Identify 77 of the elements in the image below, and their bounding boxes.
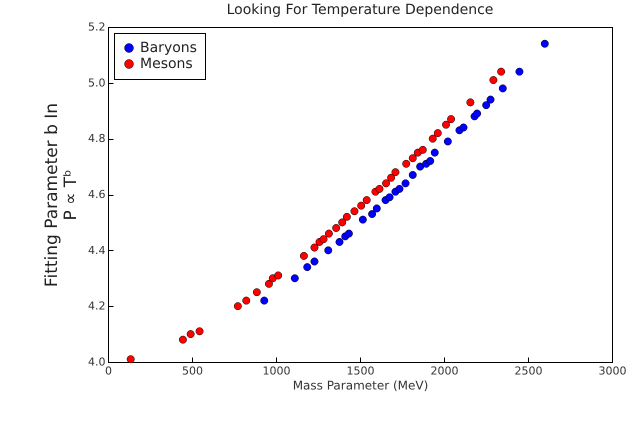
point <box>336 238 344 246</box>
y-tick-label: 5.0 <box>88 76 106 90</box>
point <box>396 184 404 193</box>
point <box>428 134 437 143</box>
point <box>408 171 417 179</box>
point <box>310 244 318 252</box>
point <box>274 272 282 280</box>
point <box>338 218 346 226</box>
point <box>252 288 261 296</box>
legend-label: Baryons <box>140 40 197 56</box>
point <box>357 202 366 210</box>
point <box>178 336 187 344</box>
point <box>444 138 452 146</box>
x-tick-label: 0 <box>105 364 112 378</box>
point <box>260 296 268 305</box>
point <box>372 204 381 212</box>
point <box>382 179 390 188</box>
y-axis-title: Fitting Parameter b In P ∝ Tᵇ <box>42 102 82 288</box>
point <box>486 96 494 104</box>
chart-title: Looking For Temperature Dependence <box>226 2 494 18</box>
point <box>350 207 358 216</box>
point <box>402 160 410 168</box>
x-tick-label: 500 <box>182 364 203 378</box>
x-tick-label: 2500 <box>514 364 542 378</box>
y-tick-label: 4.6 <box>88 188 106 201</box>
point <box>540 40 549 48</box>
point <box>416 162 424 171</box>
point <box>489 76 498 84</box>
y-tick-label: 5.2 <box>88 20 106 34</box>
point <box>342 212 351 221</box>
point <box>344 230 353 238</box>
point <box>430 148 439 157</box>
y-tick-label: 4.2 <box>88 300 106 313</box>
point <box>391 168 400 176</box>
point <box>186 330 195 338</box>
x-tick-label: 1000 <box>262 364 290 378</box>
y-tick-label: 4.0 <box>88 356 106 368</box>
point <box>482 101 490 110</box>
point <box>386 193 394 202</box>
point <box>408 154 417 162</box>
x-tick-label: 3000 <box>598 364 626 378</box>
point <box>368 210 376 218</box>
point <box>402 179 410 188</box>
point <box>264 280 273 288</box>
point <box>358 216 367 224</box>
point <box>290 274 299 282</box>
point <box>498 84 507 92</box>
y-tick-label: 4.4 <box>88 244 106 257</box>
x-tick-label: 2000 <box>430 364 458 378</box>
y-tick-label: 4.8 <box>88 132 106 146</box>
point <box>324 230 333 238</box>
point <box>376 184 384 193</box>
point <box>497 68 506 76</box>
point <box>300 252 308 260</box>
point <box>310 258 318 266</box>
point <box>196 327 204 336</box>
point <box>387 174 396 182</box>
point <box>332 224 340 232</box>
x-tick-label: 1500 <box>346 364 374 378</box>
point <box>242 296 250 305</box>
point <box>303 263 312 272</box>
point <box>418 146 427 154</box>
point <box>324 246 332 254</box>
legend-label: Mesons <box>140 56 193 72</box>
x-axis-title: Mass Parameter (MeV) <box>292 378 428 392</box>
point <box>234 302 242 310</box>
point <box>426 157 434 165</box>
point <box>362 196 371 204</box>
point <box>515 68 524 76</box>
point <box>320 235 328 244</box>
point <box>442 120 450 129</box>
point <box>126 355 135 364</box>
point <box>434 129 442 138</box>
point <box>473 110 482 118</box>
point <box>447 115 456 124</box>
point <box>460 124 468 132</box>
point <box>466 98 474 106</box>
